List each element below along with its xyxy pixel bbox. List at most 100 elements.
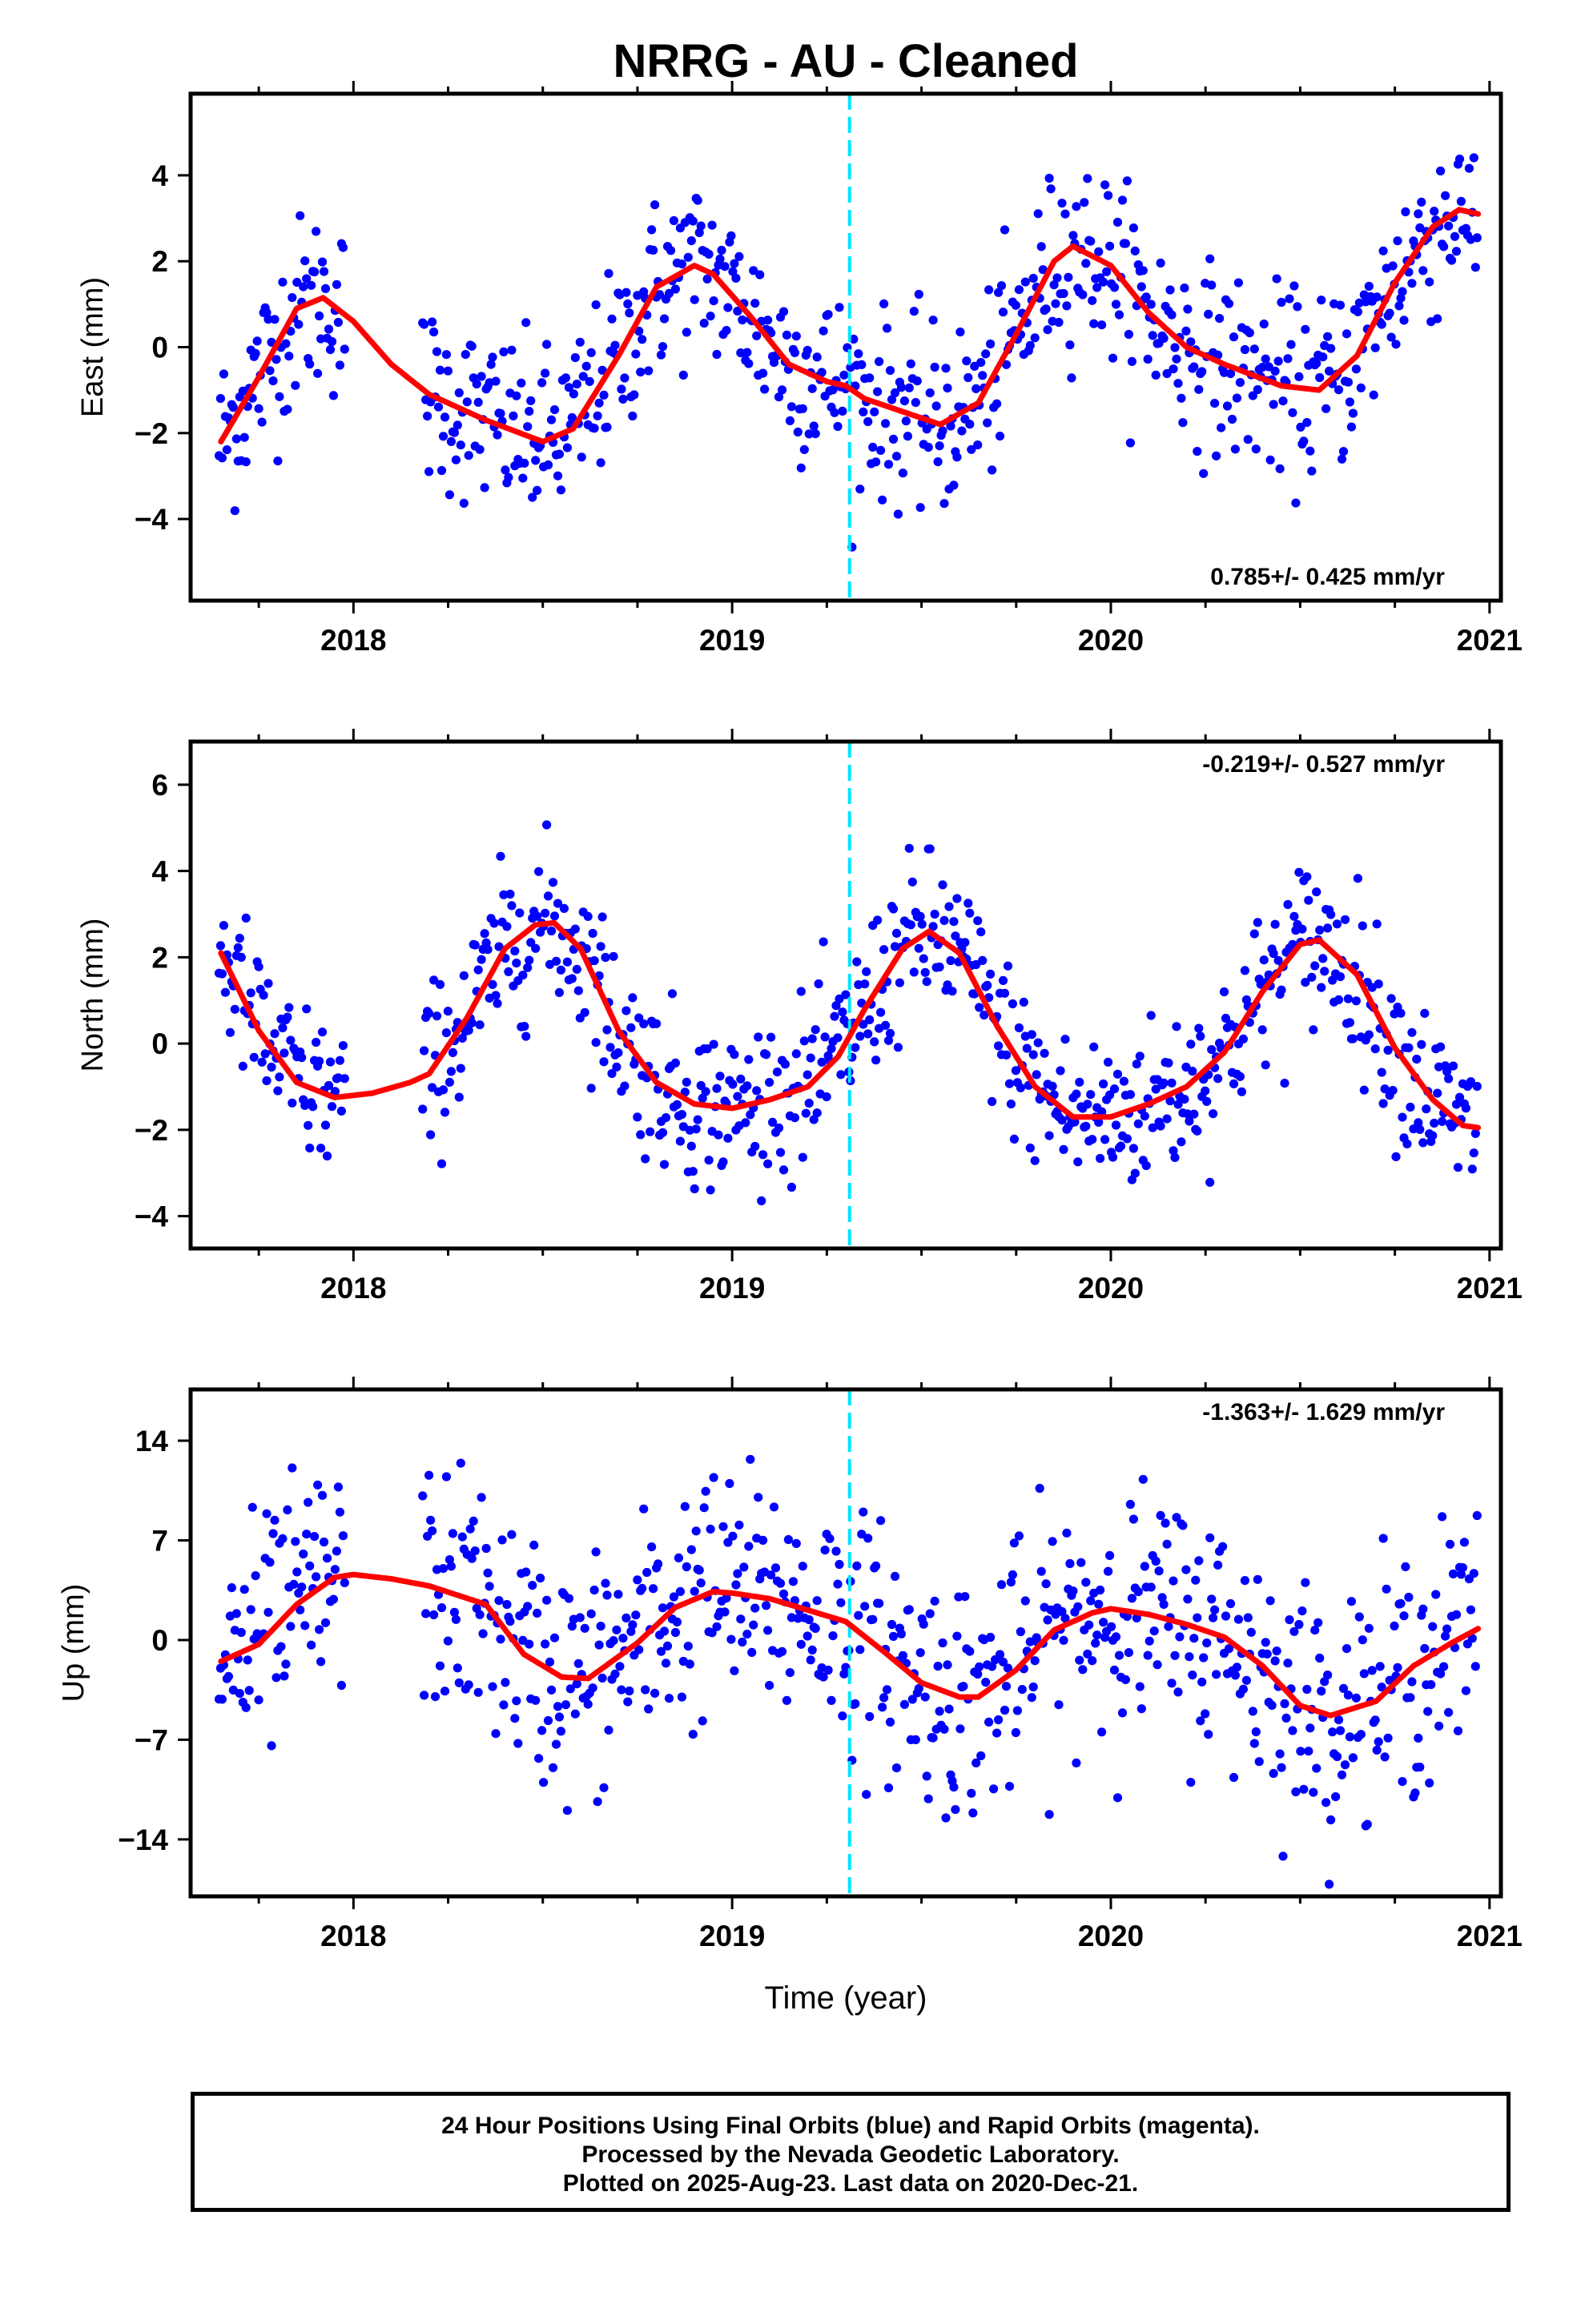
data-point bbox=[995, 1650, 1005, 1659]
data-point bbox=[441, 1028, 452, 1038]
data-point bbox=[1120, 239, 1130, 248]
data-point bbox=[501, 1678, 510, 1687]
data-point bbox=[1299, 1784, 1309, 1794]
data-point bbox=[943, 384, 952, 393]
data-point bbox=[610, 340, 620, 350]
data-point bbox=[1326, 344, 1336, 353]
data-point bbox=[617, 384, 626, 394]
data-point bbox=[1094, 1117, 1104, 1127]
data-point bbox=[618, 394, 628, 404]
data-point bbox=[1209, 1613, 1218, 1622]
data-point bbox=[1307, 466, 1317, 476]
data-point bbox=[1164, 1622, 1173, 1631]
data-point bbox=[1057, 199, 1067, 208]
rate-annotation: -1.363+/- 1.629 mm/yr bbox=[1202, 1399, 1445, 1425]
data-point bbox=[478, 1629, 488, 1638]
data-point bbox=[586, 348, 596, 357]
data-point bbox=[327, 1102, 337, 1112]
data-point bbox=[667, 989, 678, 999]
data-point bbox=[720, 1607, 730, 1617]
data-point bbox=[1353, 874, 1362, 883]
data-point bbox=[766, 1570, 776, 1580]
data-point bbox=[1197, 367, 1207, 376]
data-point bbox=[1272, 274, 1281, 283]
data-point bbox=[433, 402, 444, 412]
data-point bbox=[1109, 283, 1120, 292]
data-point bbox=[1173, 1687, 1183, 1697]
data-point bbox=[305, 360, 315, 369]
data-point bbox=[819, 1672, 828, 1682]
data-point bbox=[1466, 1605, 1475, 1614]
data-point bbox=[731, 273, 741, 283]
data-point bbox=[1054, 317, 1064, 328]
data-point bbox=[875, 356, 884, 367]
data-point bbox=[531, 456, 541, 465]
data-point bbox=[1370, 343, 1380, 352]
data-point bbox=[249, 1052, 259, 1062]
data-point bbox=[1390, 1621, 1399, 1630]
data-point bbox=[325, 1057, 336, 1067]
data-point bbox=[755, 270, 765, 279]
data-point bbox=[1270, 919, 1280, 929]
data-point bbox=[1035, 1483, 1044, 1494]
data-point bbox=[675, 1136, 686, 1146]
data-point bbox=[772, 1068, 782, 1077]
data-point bbox=[443, 1636, 453, 1646]
data-point bbox=[246, 988, 255, 998]
data-point bbox=[426, 1515, 436, 1525]
data-point bbox=[1338, 447, 1349, 456]
data-point bbox=[1057, 1606, 1067, 1616]
data-point bbox=[1288, 408, 1297, 417]
data-point bbox=[938, 880, 947, 890]
data-point bbox=[457, 1532, 467, 1542]
data-point bbox=[1104, 1057, 1113, 1067]
data-point bbox=[1046, 184, 1056, 194]
data-point bbox=[296, 211, 305, 220]
data-point bbox=[1404, 1592, 1414, 1602]
data-point bbox=[1125, 438, 1135, 448]
data-point bbox=[470, 940, 480, 950]
data-point bbox=[1299, 436, 1309, 446]
data-point bbox=[714, 1130, 723, 1140]
data-point bbox=[938, 1638, 947, 1648]
data-point bbox=[238, 1061, 247, 1071]
data-point bbox=[533, 485, 542, 496]
data-point bbox=[959, 1682, 968, 1691]
data-point bbox=[570, 924, 580, 934]
data-point bbox=[575, 337, 585, 347]
data-point bbox=[225, 1027, 235, 1037]
data-point bbox=[1346, 1597, 1356, 1606]
data-point bbox=[1083, 1649, 1092, 1659]
data-point bbox=[312, 227, 321, 236]
data-point bbox=[1293, 302, 1302, 312]
data-point bbox=[312, 1037, 321, 1047]
data-point bbox=[1114, 310, 1124, 320]
data-point bbox=[1201, 1709, 1210, 1719]
data-point bbox=[1189, 362, 1199, 372]
data-point bbox=[262, 1509, 272, 1518]
data-point bbox=[1354, 1612, 1364, 1622]
data-point bbox=[641, 1154, 650, 1164]
data-point bbox=[1122, 1134, 1132, 1144]
data-point bbox=[480, 483, 489, 493]
data-point bbox=[1100, 180, 1110, 190]
data-point bbox=[496, 408, 505, 418]
data-point bbox=[647, 1542, 657, 1552]
data-point bbox=[307, 1640, 316, 1650]
data-point bbox=[467, 341, 477, 351]
x-axis-label: Time (year) bbox=[765, 1980, 927, 2016]
data-point bbox=[278, 1534, 288, 1543]
data-point bbox=[744, 1055, 754, 1064]
data-point bbox=[812, 1108, 822, 1118]
data-point bbox=[481, 1543, 491, 1554]
data-point bbox=[485, 1582, 494, 1591]
data-point bbox=[803, 1631, 812, 1641]
data-point bbox=[483, 1568, 493, 1578]
data-point bbox=[1312, 359, 1322, 368]
data-point bbox=[1225, 1598, 1236, 1609]
data-point bbox=[525, 955, 534, 965]
data-point bbox=[223, 1671, 233, 1681]
data-point bbox=[1378, 246, 1388, 255]
data-point bbox=[952, 1631, 962, 1641]
data-point bbox=[876, 445, 886, 456]
